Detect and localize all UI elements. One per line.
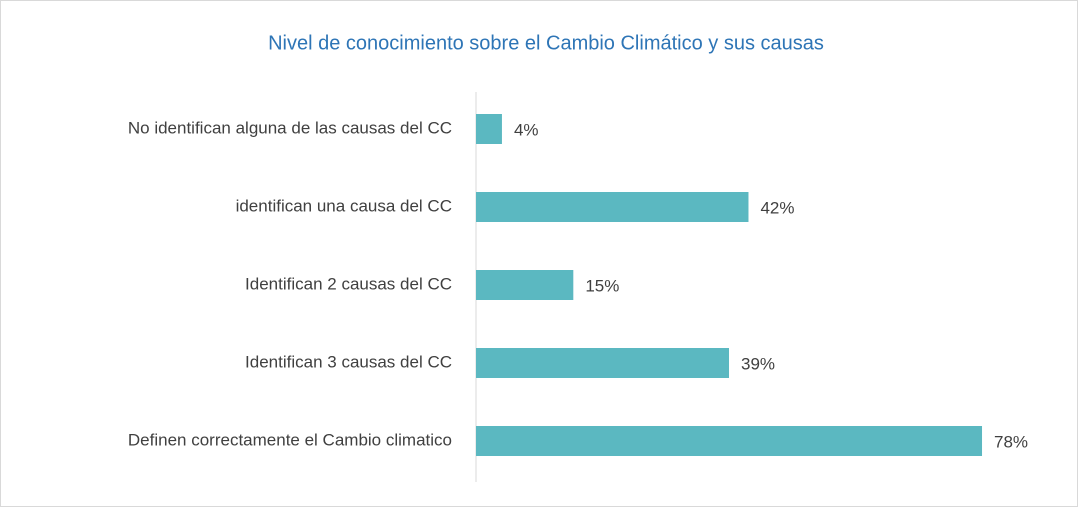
category-label: No identifican alguna de las causas del … — [128, 118, 452, 137]
category-label: Definen correctamente el Cambio climatic… — [128, 430, 452, 449]
data-label: 4% — [514, 120, 539, 139]
data-label: 78% — [994, 432, 1028, 451]
chart-title: Nivel de conocimiento sobre el Cambio Cl… — [268, 32, 824, 54]
bar — [476, 348, 730, 378]
bar — [476, 192, 749, 222]
bar — [476, 270, 574, 300]
bar — [476, 114, 502, 144]
bar — [476, 426, 983, 456]
data-label: 42% — [760, 198, 794, 217]
data-label: 39% — [741, 354, 775, 373]
category-label: Identifican 2 causas del CC — [245, 274, 452, 293]
category-label: identifican una causa del CC — [236, 196, 452, 215]
category-label: Identifican 3 causas del CC — [245, 352, 452, 371]
data-label: 15% — [585, 276, 619, 295]
